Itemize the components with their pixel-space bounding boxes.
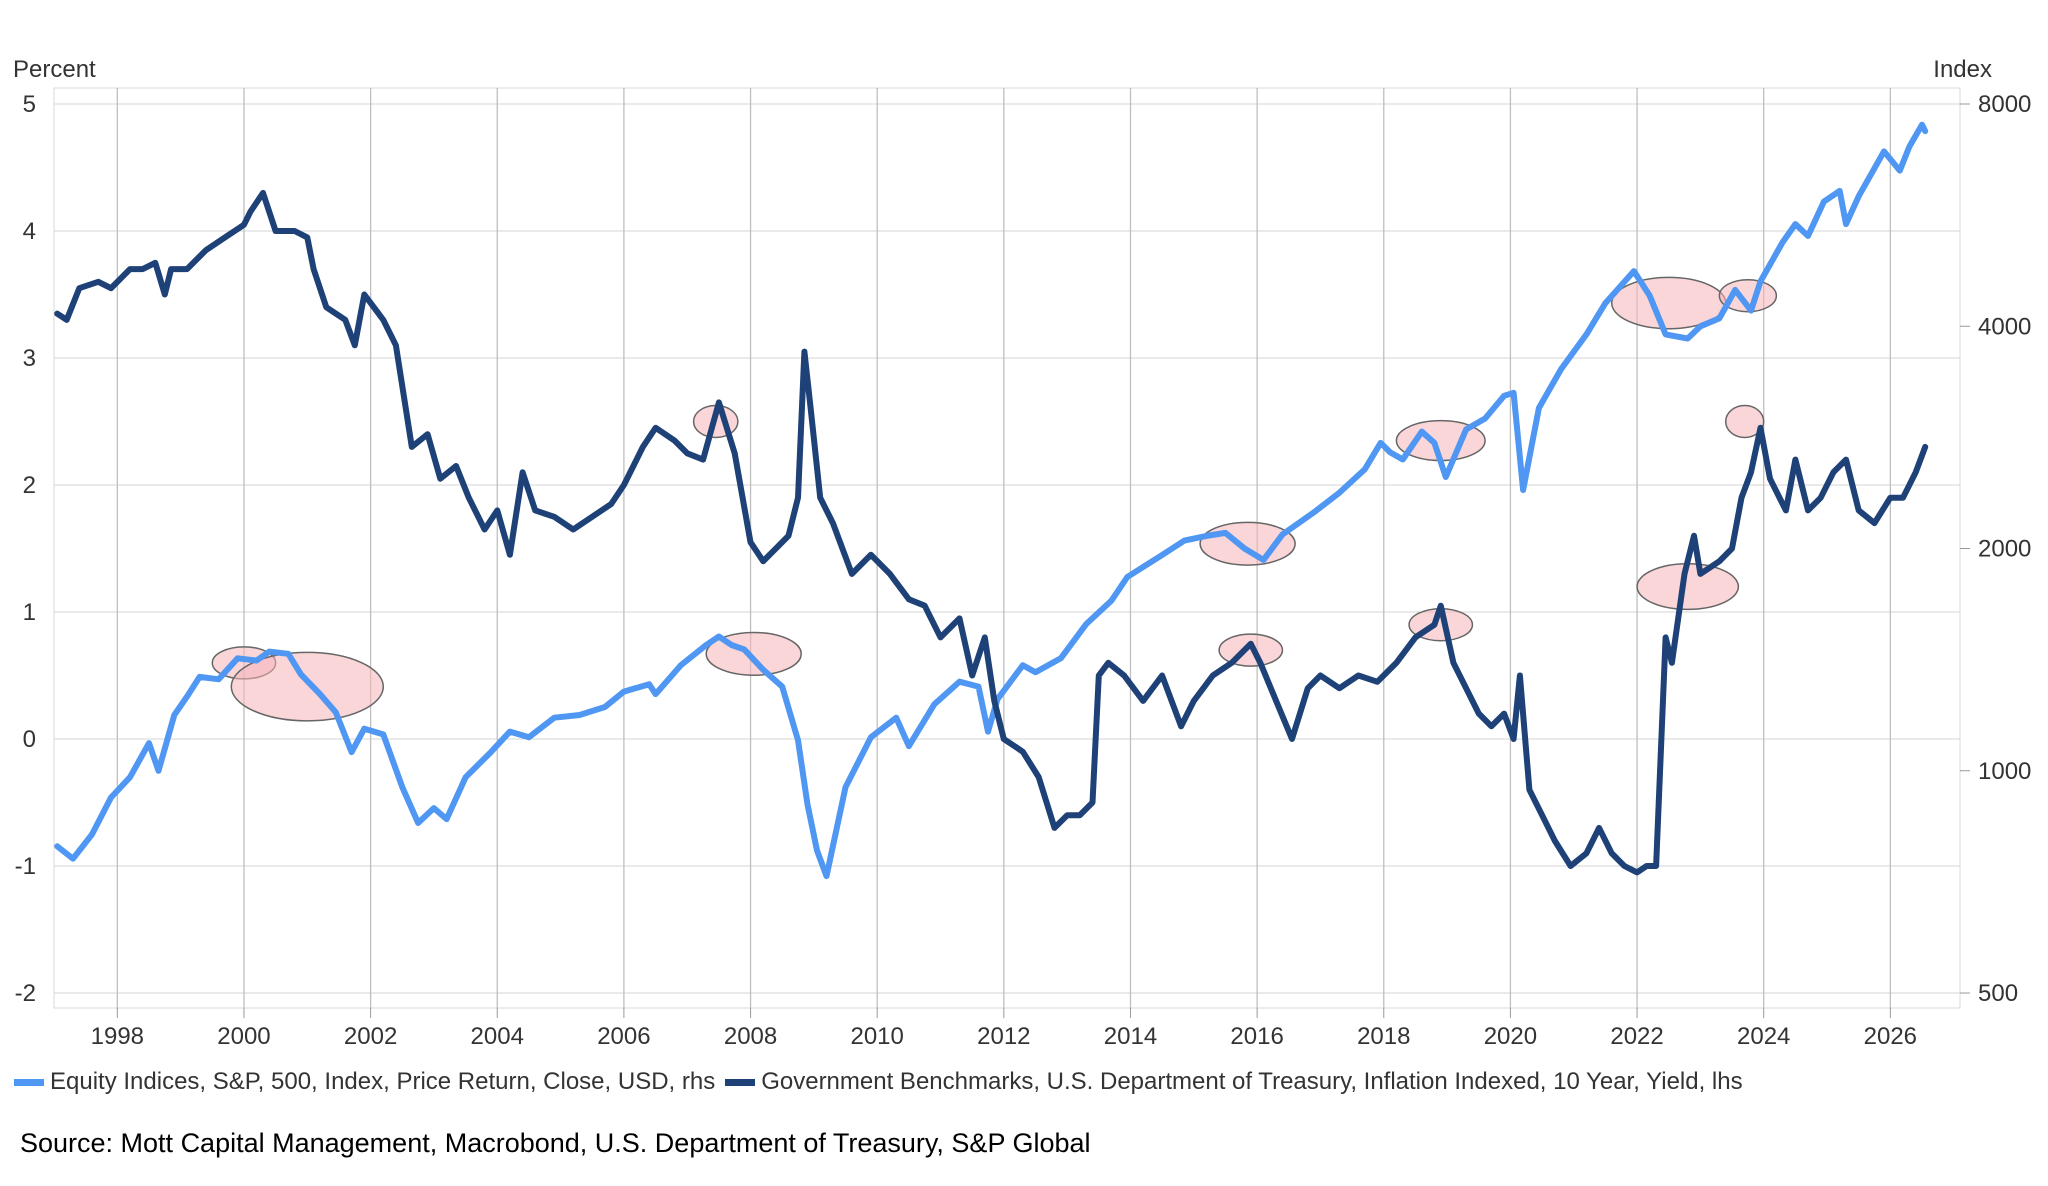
axes: -2 -1 0 1 2 3 4 5 500 1000 2000 4000 8000 1998 2000 200… [15, 91, 2032, 1050]
x-tick-label: 1998 [91, 1023, 144, 1050]
x-tick-label: 2006 [597, 1023, 650, 1050]
left-axis-unit: Percent [13, 56, 96, 83]
y-left-tick-label: 3 [23, 345, 36, 372]
y-right-tick-label: 500 [1978, 980, 2018, 1007]
y-left-tick-label: -1 [15, 853, 36, 880]
y-left-tick-label: 1 [23, 599, 36, 626]
y-left-tick-label: 5 [23, 91, 36, 118]
x-tick-label: 2018 [1357, 1023, 1410, 1050]
y-left-tick-label: 0 [23, 726, 36, 753]
y-left-tick-label: 2 [23, 472, 36, 499]
x-tick-label: 2010 [850, 1023, 903, 1050]
legend-label-tips-yield: Government Benchmarks, U.S. Department o… [761, 1068, 1743, 1095]
y-left-tick-label: -2 [15, 980, 36, 1007]
x-tick-label: 2014 [1104, 1023, 1157, 1050]
source-note: Source: Mott Capital Management, Macrobo… [20, 1128, 1091, 1158]
highlight-ellipses [211, 276, 1778, 722]
highlight-ellipse [1199, 521, 1296, 566]
y-right-tick-label: 2000 [1978, 536, 2031, 563]
y-left-tick-label: 4 [23, 218, 36, 245]
y-right-tick-label: 8000 [1978, 91, 2031, 118]
x-tick-label: 2002 [344, 1023, 397, 1050]
x-tick-label: 2022 [1610, 1023, 1663, 1050]
highlight-ellipse [230, 651, 385, 722]
highlight-ellipse [1724, 404, 1765, 439]
x-tick-label: 2024 [1737, 1023, 1790, 1050]
legend-swatch-tips-yield [725, 1078, 756, 1086]
legend-item-sp500: Equity Indices, S&P, 500, Index, Price R… [14, 1068, 715, 1096]
legend-swatch-sp500 [14, 1078, 44, 1086]
x-tick-label: 2020 [1484, 1023, 1537, 1050]
series-lines [54, 121, 1929, 880]
plot-frame [53, 87, 1961, 1009]
series-line-sp500 [54, 121, 1929, 880]
grid [53, 87, 1961, 1009]
x-tick-label: 2016 [1230, 1023, 1283, 1050]
legend-label-sp500: Equity Indices, S&P, 500, Index, Price R… [50, 1068, 716, 1095]
x-tick-label: 2012 [977, 1023, 1030, 1050]
right-axis-unit: Index [1933, 56, 1992, 83]
series-line-tips-yield [54, 189, 1929, 876]
legend-item-tips-yield: Government Benchmarks, U.S. Department o… [725, 1068, 1743, 1096]
y-right-tick-label: 1000 [1978, 758, 2031, 785]
x-tick-label: 2008 [724, 1023, 777, 1050]
x-tick-label: 2000 [217, 1023, 270, 1050]
y-right-tick-label: 4000 [1978, 313, 2031, 340]
x-tick-label: 2004 [471, 1023, 524, 1050]
x-tick-label: 2026 [1864, 1023, 1917, 1050]
legend: Equity Indices, S&P, 500, Index, Price R… [14, 1068, 1753, 1096]
